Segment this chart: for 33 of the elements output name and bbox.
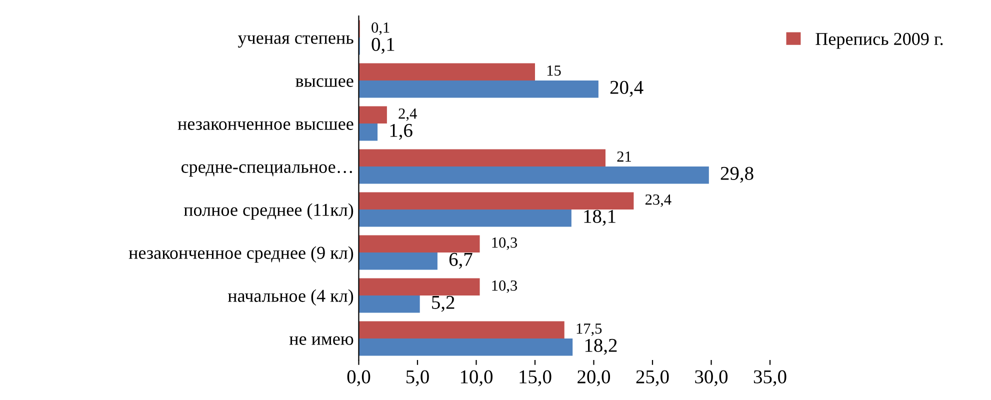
- legend-label: Перепись 2009 г.: [816, 32, 943, 49]
- data-label: 10,3: [492, 237, 518, 250]
- x-tick-label: 10,0: [460, 370, 493, 386]
- data-label: 0,1: [372, 38, 394, 54]
- y-tick-label: незаконченное высшее: [178, 121, 354, 130]
- data-label: 29,8: [720, 166, 754, 183]
- data-label: 17,5: [576, 323, 602, 336]
- data-label: 6,7: [449, 252, 472, 269]
- x-tick-label: 20,0: [578, 370, 610, 386]
- data-label: 18,1: [584, 210, 616, 226]
- data-label: 21: [617, 151, 631, 162]
- data-label: 5,2: [432, 296, 454, 312]
- y-tick-label: полное среднее (11кл): [184, 203, 354, 220]
- data-label: 0,1: [372, 22, 390, 35]
- y-tick-label: ученая степень: [238, 35, 354, 48]
- x-tick-label: 25,0: [636, 370, 669, 386]
- y-tick-label: высшее: [296, 78, 354, 87]
- data-label: 15: [547, 65, 561, 76]
- y-tick-label: незаконченное среднее (9 кл): [128, 246, 354, 263]
- y-tick-label: не имею: [289, 336, 354, 345]
- data-label: 1,6: [390, 124, 412, 140]
- x-tick-label: 30,0: [695, 370, 728, 386]
- data-label: 2,4: [398, 108, 417, 121]
- y-tick-label: начальное (4 кл): [228, 289, 354, 306]
- x-tick-label: 35,0: [754, 370, 786, 386]
- data-label: 20,4: [610, 80, 644, 97]
- x-tick-label: 0,0: [347, 370, 370, 386]
- x-tick-label: 15,0: [520, 370, 552, 386]
- x-tick-label: 5,0: [406, 370, 429, 386]
- data-label: 23,4: [645, 194, 672, 207]
- data-label: 10,3: [492, 280, 518, 293]
- data-label: 18,2: [585, 338, 617, 355]
- y-tick-label: средне-специальное…: [181, 164, 352, 177]
